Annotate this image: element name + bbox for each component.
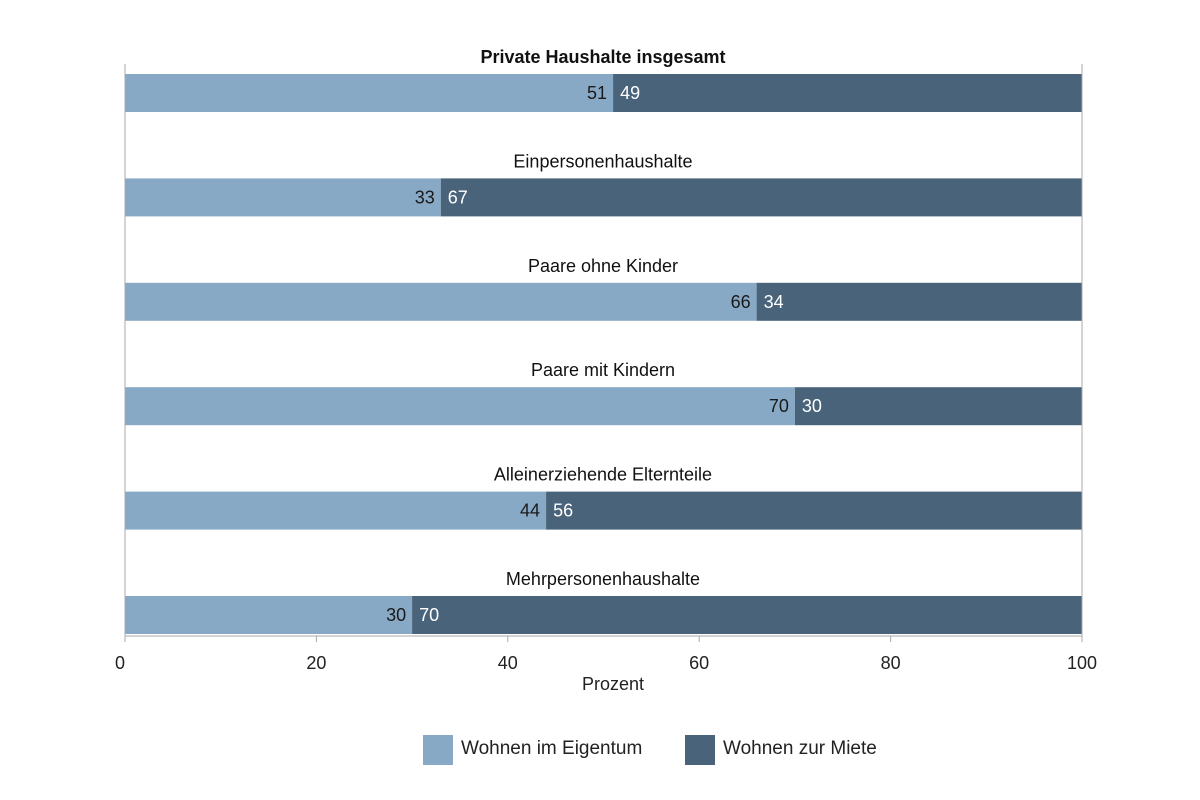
x-tick-label: 60 bbox=[689, 653, 709, 673]
bar-owner bbox=[125, 178, 441, 217]
x-tick-label: 20 bbox=[306, 653, 326, 673]
chart: 51 49 33 67 66 34 70 30 44 56 30 70 Private Haushal… bbox=[115, 47, 1097, 694]
legend-swatch-renter bbox=[685, 735, 715, 765]
data-label-owner: 44 bbox=[520, 501, 540, 521]
data-label-renter: 70 bbox=[419, 605, 439, 625]
bar-renter bbox=[412, 596, 1083, 634]
data-label-renter: 67 bbox=[448, 187, 468, 207]
axes-group: 0 20 40 60 80 100 bbox=[115, 64, 1097, 673]
bars-group: 51 49 33 67 66 34 70 30 44 56 30 70 bbox=[125, 74, 1083, 634]
data-label-renter: 34 bbox=[764, 292, 784, 312]
legend-label-owner: Wohnen im Eigentum bbox=[461, 738, 643, 759]
category-label: Private Haushalte insgesamt bbox=[480, 47, 725, 67]
bar-renter bbox=[546, 491, 1082, 530]
x-tick-label: 0 bbox=[115, 653, 125, 673]
data-label-renter: 30 bbox=[802, 396, 822, 416]
data-label-renter: 56 bbox=[553, 501, 573, 521]
legend-swatch-owner bbox=[423, 735, 453, 765]
data-label-owner: 70 bbox=[769, 396, 789, 416]
bar-owner bbox=[125, 596, 413, 634]
bar-renter bbox=[440, 178, 1082, 217]
bar-renter bbox=[794, 387, 1082, 426]
x-tick-label: 100 bbox=[1067, 653, 1097, 673]
data-label-owner: 51 bbox=[587, 83, 607, 103]
category-label: Alleinerziehende Elternteile bbox=[494, 465, 712, 485]
bar-owner bbox=[125, 282, 757, 321]
data-label-owner: 30 bbox=[386, 605, 406, 625]
category-labels-group: Private Haushalte insgesamt Einpersonenha… bbox=[480, 47, 725, 589]
bar-owner bbox=[125, 491, 547, 530]
x-tick-label: 80 bbox=[881, 653, 901, 673]
bar-renter bbox=[756, 282, 1082, 321]
data-label-owner: 33 bbox=[415, 187, 435, 207]
category-label: Paare mit Kindern bbox=[531, 360, 675, 380]
data-label-owner: 66 bbox=[731, 292, 751, 312]
data-label-renter: 49 bbox=[620, 83, 640, 103]
x-tick-label: 40 bbox=[498, 653, 518, 673]
legend: Wohnen im Eigentum Wohnen zur Miete bbox=[0, 733, 1200, 767]
category-label: Einpersonenhaushalte bbox=[513, 151, 692, 171]
bar-renter bbox=[613, 74, 1082, 112]
bar-owner bbox=[125, 74, 614, 112]
legend-label-renter: Wohnen zur Miete bbox=[723, 738, 877, 759]
category-label: Paare ohne Kinder bbox=[528, 256, 678, 276]
x-axis-title: Prozent bbox=[582, 674, 644, 694]
category-label: Mehrpersonenhaushalte bbox=[506, 569, 700, 589]
bar-owner bbox=[125, 387, 795, 426]
